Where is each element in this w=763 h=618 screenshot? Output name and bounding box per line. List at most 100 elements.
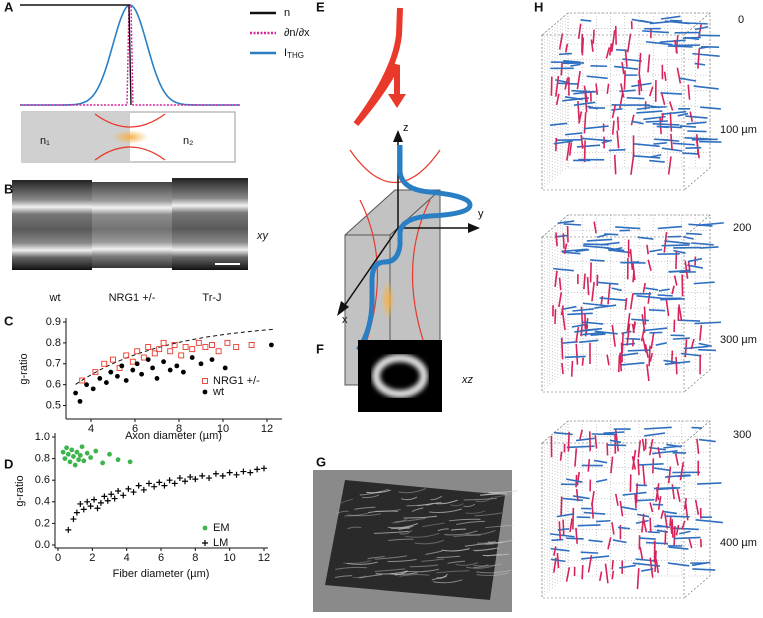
- fiber-blue: [679, 77, 697, 82]
- fiber-red: [616, 130, 620, 149]
- fiber-red: [637, 458, 640, 476]
- fiber-red: [654, 550, 657, 572]
- fiber-red: [578, 111, 583, 124]
- fiber-streak: [411, 507, 424, 512]
- fiber-red: [696, 438, 700, 455]
- image-trj: [172, 178, 248, 270]
- fiber-streak: [479, 492, 508, 496]
- fiber-texture: [334, 488, 518, 584]
- fiber-red: [611, 570, 615, 580]
- legend-label-main: I: [284, 47, 287, 59]
- fiber-blue: [649, 248, 663, 253]
- fiber-streak: [448, 518, 481, 522]
- fiber-red: [657, 447, 662, 459]
- point: [145, 480, 152, 487]
- point: [123, 352, 130, 359]
- fiber-streak: [456, 520, 485, 525]
- fiber-red: [676, 488, 681, 502]
- fiber-red: [668, 101, 674, 111]
- x-tick-label: 10: [217, 423, 229, 435]
- fiber-red: [681, 520, 686, 530]
- fiber-blue: [684, 36, 700, 41]
- fiber-blue: [637, 236, 654, 240]
- fiber-blue: [698, 438, 716, 443]
- fiber-red: [669, 112, 673, 132]
- fiber-blue: [685, 115, 708, 119]
- point: [92, 369, 99, 376]
- fiber-red: [632, 321, 636, 333]
- fiber-red: [638, 52, 642, 74]
- fiber-red: [642, 464, 646, 486]
- point: [215, 348, 222, 355]
- fiber-red: [676, 67, 682, 84]
- fiber-blue: [609, 439, 622, 444]
- y-tick-label: 0.8: [46, 337, 61, 349]
- fiber-streak: [362, 494, 380, 499]
- fiber-blue: [612, 539, 627, 544]
- fiber-red: [558, 277, 562, 291]
- point: [77, 398, 83, 404]
- fiber-streak: [421, 558, 445, 562]
- focus-e: [381, 280, 395, 320]
- fiber-red: [641, 438, 646, 452]
- point: [161, 359, 167, 365]
- point: [65, 451, 71, 457]
- fiber-blue: [653, 467, 671, 472]
- fiber-streak: [449, 503, 464, 507]
- fiber-streak: [476, 569, 512, 574]
- fiber-blue: [694, 25, 709, 31]
- fiber-blue: [687, 130, 707, 133]
- fiber-blue: [557, 82, 579, 85]
- fiber-streak: [425, 550, 443, 556]
- point: [156, 479, 163, 486]
- fiber-blue: [691, 561, 711, 567]
- fiber-blue: [588, 539, 603, 543]
- fiber-blue: [667, 45, 693, 48]
- point: [187, 473, 194, 480]
- fiber-red: [697, 48, 701, 69]
- panel-letter: A: [4, 0, 14, 14]
- fiber-streak: [450, 528, 467, 531]
- point: [140, 354, 147, 361]
- fiber-blue: [659, 39, 686, 44]
- fiber-red: [665, 297, 670, 317]
- point: [108, 491, 115, 498]
- fiber-streak: [447, 560, 466, 564]
- thg-signal: [355, 145, 473, 352]
- fiber-red: [660, 93, 666, 105]
- fiber-red: [604, 563, 609, 584]
- fiber-red: [595, 83, 599, 95]
- fiber-blue: [645, 287, 659, 291]
- fiber-red: [580, 134, 584, 149]
- fiber-blue: [596, 519, 611, 523]
- fiber-blue: [595, 478, 608, 483]
- fiber-red: [660, 510, 665, 520]
- fiber-streak: [482, 553, 509, 557]
- fiber-streak: [455, 562, 479, 566]
- fiber-streak: [375, 509, 401, 512]
- point: [100, 460, 106, 466]
- fiber-blue: [564, 96, 583, 101]
- point: [84, 450, 90, 456]
- fiber-blue: [661, 110, 687, 116]
- y-tick-label: 0.6: [35, 474, 50, 486]
- fiber-blue: [652, 123, 680, 126]
- fiber-blue: [640, 19, 653, 24]
- fiber-red: [675, 524, 680, 536]
- fiber-red: [613, 154, 617, 175]
- fiber-blue: [603, 431, 625, 435]
- fiber-streak: [433, 579, 463, 584]
- fiber-streak: [387, 559, 417, 562]
- fiber-blue: [692, 52, 720, 57]
- fiber-red: [555, 75, 560, 97]
- point: [247, 469, 254, 476]
- fiber-streak: [436, 570, 470, 574]
- fiber-red: [611, 104, 617, 119]
- fiber-red: [642, 519, 648, 533]
- fiber-red: [641, 513, 645, 533]
- point: [90, 386, 96, 392]
- fiber-red: [560, 305, 564, 316]
- fiber-blue: [636, 106, 651, 111]
- fiber-red: [580, 325, 583, 337]
- fiber-red: [639, 546, 644, 560]
